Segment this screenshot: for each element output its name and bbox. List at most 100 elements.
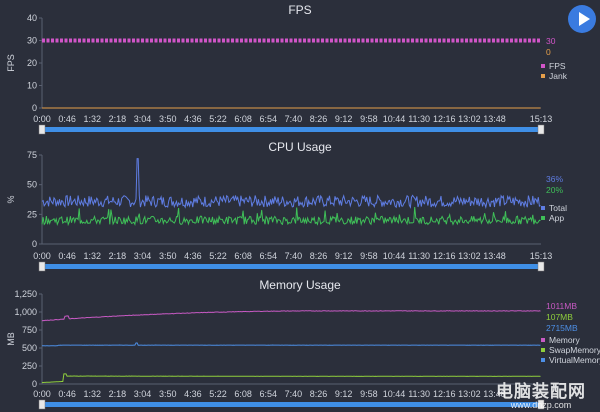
x-tick-label-2-7: 5:22: [209, 389, 227, 399]
x-tick-label-2-4: 3:04: [134, 389, 152, 399]
x-tick-label-1-18: 13:48: [483, 251, 506, 261]
range-slider-handle-left-1[interactable]: [38, 261, 46, 272]
x-tick-label-0-11: 8:26: [310, 114, 328, 124]
legend-swatch-total[interactable]: [541, 206, 545, 210]
x-tick-label-1-1: 0:46: [58, 251, 76, 261]
current-value-swapmemory: 107MB: [546, 312, 573, 322]
x-tick-label-0-15: 11:30: [408, 114, 430, 124]
x-tick-label-0-18: 13:48: [483, 114, 506, 124]
x-tick-label-0-16: 12:16: [433, 114, 456, 124]
x-tick-label-1-11: 8:26: [310, 251, 328, 261]
x-tick-label-0-13: 9:58: [360, 114, 378, 124]
y-axis-label-2: MB: [6, 332, 16, 346]
play-button[interactable]: [568, 5, 596, 33]
legend-swatch-fps[interactable]: [541, 64, 545, 68]
watermark-url: www.dnzp.com: [510, 400, 572, 410]
range-slider-track-1[interactable]: [42, 264, 541, 269]
x-tick-label-1-13: 9:58: [360, 251, 378, 261]
legend-swatch-swapmemory[interactable]: [541, 348, 545, 352]
x-tick-label-0-9: 6:54: [260, 114, 278, 124]
x-tick-label-0-12: 9:12: [335, 114, 353, 124]
x-tick-label-2-16: 12:16: [433, 389, 456, 399]
x-tick-label-0-19: 15:13: [530, 114, 553, 124]
current-value-fps: 30: [546, 36, 556, 46]
y-tick-label-1-3: 0: [32, 239, 37, 249]
series-line-swapmemory: [41, 373, 541, 384]
legend-swatch-memory[interactable]: [541, 338, 545, 342]
legend-label-virtualmemory: VirtualMemory: [549, 355, 600, 365]
watermark-text: 电脑装配网: [496, 382, 586, 402]
series-line-virtualmemory: [42, 342, 541, 347]
y-tick-label-2-3: 500: [22, 343, 37, 353]
x-tick-label-0-8: 6:08: [234, 114, 252, 124]
current-value-memory: 1011MB: [546, 301, 577, 311]
x-tick-label-2-9: 6:54: [260, 389, 278, 399]
x-tick-label-2-5: 3:50: [159, 389, 177, 399]
x-tick-label-2-17: 13:02: [458, 389, 481, 399]
x-tick-label-0-0: 0:00: [33, 114, 51, 124]
legend-label-swapmemory: SwapMemory: [549, 345, 600, 355]
x-tick-label-0-3: 2:18: [109, 114, 127, 124]
x-tick-label-2-2: 1:32: [84, 389, 102, 399]
legend-swatch-jank[interactable]: [541, 74, 545, 78]
y-tick-label-1-1: 50: [27, 180, 37, 190]
x-tick-label-1-14: 10:44: [383, 251, 406, 261]
x-tick-label-0-10: 7:40: [285, 114, 303, 124]
current-value-jank: 0: [546, 47, 551, 57]
range-slider-handle-left-2[interactable]: [38, 399, 46, 410]
y-tick-label-0-0: 40: [27, 13, 37, 23]
range-slider-track-0[interactable]: [42, 127, 541, 132]
x-tick-label-1-19: 15:13: [530, 251, 553, 261]
y-tick-label-0-1: 30: [27, 36, 37, 46]
x-tick-label-2-6: 4:36: [184, 389, 202, 399]
x-tick-label-1-10: 7:40: [285, 251, 303, 261]
x-tick-label-1-0: 0:00: [33, 251, 51, 261]
x-tick-label-1-7: 5:22: [209, 251, 227, 261]
series-line-app: [41, 206, 541, 227]
range-slider-handle-right-1[interactable]: [537, 261, 545, 272]
legend-swatch-app[interactable]: [541, 216, 545, 220]
current-value-app: 20%: [546, 185, 563, 195]
x-tick-label-0-14: 10:44: [383, 114, 406, 124]
x-tick-label-2-0: 0:00: [33, 389, 51, 399]
series-line-total: [41, 158, 541, 210]
x-tick-label-0-6: 4:36: [184, 114, 202, 124]
x-tick-label-0-4: 3:04: [134, 114, 152, 124]
y-axis-label-1: %: [6, 195, 16, 203]
current-value-total: 36%: [546, 174, 563, 184]
legend-label-total: Total: [549, 203, 567, 213]
x-tick-label-1-17: 13:02: [458, 251, 481, 261]
legend-label-memory: Memory: [549, 335, 580, 345]
x-tick-label-0-1: 0:46: [58, 114, 76, 124]
chart-title-1: CPU Usage: [268, 140, 332, 154]
range-slider-handle-left-0[interactable]: [38, 124, 46, 135]
range-slider-handle-right-2[interactable]: [537, 399, 545, 410]
range-slider-handle-right-0[interactable]: [537, 124, 545, 135]
range-slider-track-2[interactable]: [42, 402, 541, 407]
x-tick-label-2-1: 0:46: [58, 389, 76, 399]
y-axis-label-0: FPS: [6, 54, 16, 72]
x-tick-label-1-12: 9:12: [335, 251, 353, 261]
x-tick-label-2-8: 6:08: [234, 389, 252, 399]
legend-swatch-virtualmemory[interactable]: [541, 358, 545, 362]
x-tick-label-0-17: 13:02: [458, 114, 481, 124]
x-tick-label-0-7: 5:22: [209, 114, 227, 124]
y-tick-label-2-2: 750: [22, 325, 37, 335]
x-tick-label-1-16: 12:16: [433, 251, 456, 261]
chart-title-2: Memory Usage: [259, 278, 341, 292]
y-tick-label-2-0: 1,250: [14, 289, 37, 299]
x-tick-label-1-3: 2:18: [109, 251, 127, 261]
y-tick-label-1-2: 25: [27, 209, 37, 219]
legend-label-jank: Jank: [549, 71, 568, 81]
y-tick-label-0-2: 20: [27, 58, 37, 68]
x-tick-label-1-8: 6:08: [234, 251, 252, 261]
x-tick-label-1-9: 6:54: [260, 251, 278, 261]
watermark: 电脑装配网 www.dnzp.com: [496, 377, 586, 410]
legend-label-app: App: [549, 213, 564, 223]
x-tick-label-1-15: 11:30: [408, 251, 430, 261]
legend-label-fps: FPS: [549, 61, 566, 71]
current-value-virtualmemory: 2715MB: [546, 323, 578, 333]
x-tick-label-1-6: 4:36: [184, 251, 202, 261]
x-tick-label-2-3: 2:18: [109, 389, 127, 399]
